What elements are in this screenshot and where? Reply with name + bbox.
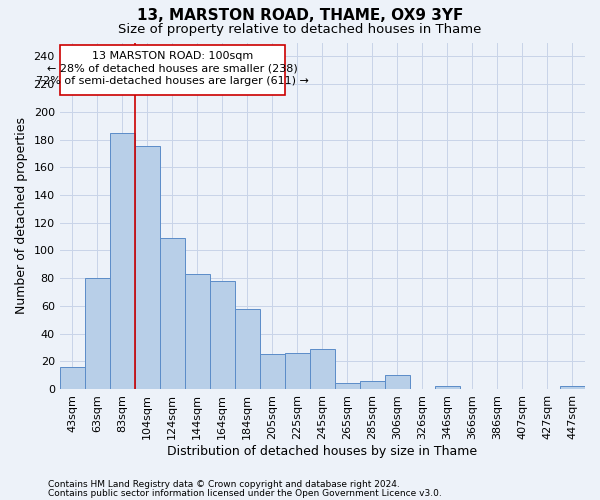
Text: 72% of semi-detached houses are larger (611) →: 72% of semi-detached houses are larger (… <box>37 76 309 86</box>
Bar <box>310 349 335 389</box>
Bar <box>85 278 110 389</box>
Bar <box>135 146 160 389</box>
Text: ← 28% of detached houses are smaller (238): ← 28% of detached houses are smaller (23… <box>47 64 298 74</box>
Text: 13, MARSTON ROAD, THAME, OX9 3YF: 13, MARSTON ROAD, THAME, OX9 3YF <box>137 8 463 22</box>
Bar <box>285 353 310 389</box>
X-axis label: Distribution of detached houses by size in Thame: Distribution of detached houses by size … <box>167 444 478 458</box>
Bar <box>260 354 285 389</box>
Bar <box>160 238 185 389</box>
Bar <box>235 308 260 389</box>
Bar <box>385 375 410 389</box>
Y-axis label: Number of detached properties: Number of detached properties <box>15 117 28 314</box>
Bar <box>59 367 85 389</box>
Bar <box>560 386 585 389</box>
Bar <box>360 380 385 389</box>
Text: Size of property relative to detached houses in Thame: Size of property relative to detached ho… <box>118 24 482 36</box>
Text: Contains HM Land Registry data © Crown copyright and database right 2024.: Contains HM Land Registry data © Crown c… <box>48 480 400 489</box>
Bar <box>210 281 235 389</box>
FancyBboxPatch shape <box>60 46 286 95</box>
Text: Contains public sector information licensed under the Open Government Licence v3: Contains public sector information licen… <box>48 488 442 498</box>
Bar <box>335 384 360 389</box>
Bar <box>185 274 210 389</box>
Text: 13 MARSTON ROAD: 100sqm: 13 MARSTON ROAD: 100sqm <box>92 51 253 61</box>
Bar <box>110 132 135 389</box>
Bar <box>435 386 460 389</box>
